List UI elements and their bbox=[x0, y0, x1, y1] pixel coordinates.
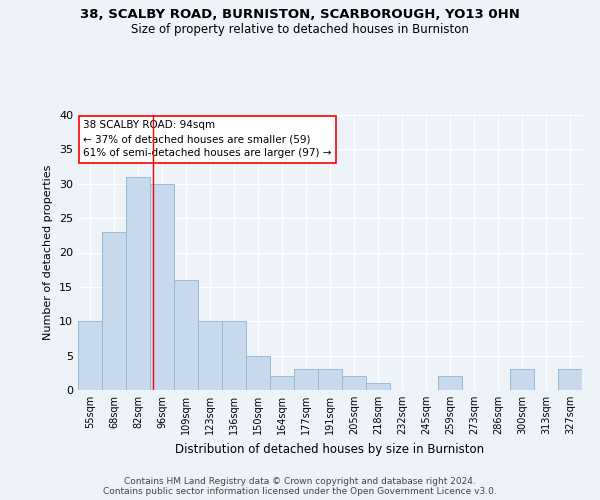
Bar bbox=[78, 322, 102, 390]
X-axis label: Distribution of detached houses by size in Burniston: Distribution of detached houses by size … bbox=[175, 442, 485, 456]
Bar bbox=[102, 232, 126, 390]
Y-axis label: Number of detached properties: Number of detached properties bbox=[43, 165, 53, 340]
Text: 38, SCALBY ROAD, BURNISTON, SCARBOROUGH, YO13 0HN: 38, SCALBY ROAD, BURNISTON, SCARBOROUGH,… bbox=[80, 8, 520, 20]
Bar bbox=[222, 322, 246, 390]
Bar bbox=[198, 322, 222, 390]
Bar bbox=[366, 383, 390, 390]
Text: Contains HM Land Registry data © Crown copyright and database right 2024.: Contains HM Land Registry data © Crown c… bbox=[124, 478, 476, 486]
Bar bbox=[246, 356, 270, 390]
Text: 38 SCALBY ROAD: 94sqm
← 37% of detached houses are smaller (59)
61% of semi-deta: 38 SCALBY ROAD: 94sqm ← 37% of detached … bbox=[83, 120, 332, 158]
Bar bbox=[174, 280, 198, 390]
Bar bbox=[270, 376, 294, 390]
Bar bbox=[150, 184, 174, 390]
Bar bbox=[438, 376, 462, 390]
Text: Size of property relative to detached houses in Burniston: Size of property relative to detached ho… bbox=[131, 22, 469, 36]
Bar bbox=[318, 370, 342, 390]
Bar bbox=[126, 177, 150, 390]
Bar bbox=[294, 370, 318, 390]
Text: Contains public sector information licensed under the Open Government Licence v3: Contains public sector information licen… bbox=[103, 488, 497, 496]
Bar bbox=[558, 370, 582, 390]
Bar bbox=[510, 370, 534, 390]
Bar bbox=[342, 376, 366, 390]
